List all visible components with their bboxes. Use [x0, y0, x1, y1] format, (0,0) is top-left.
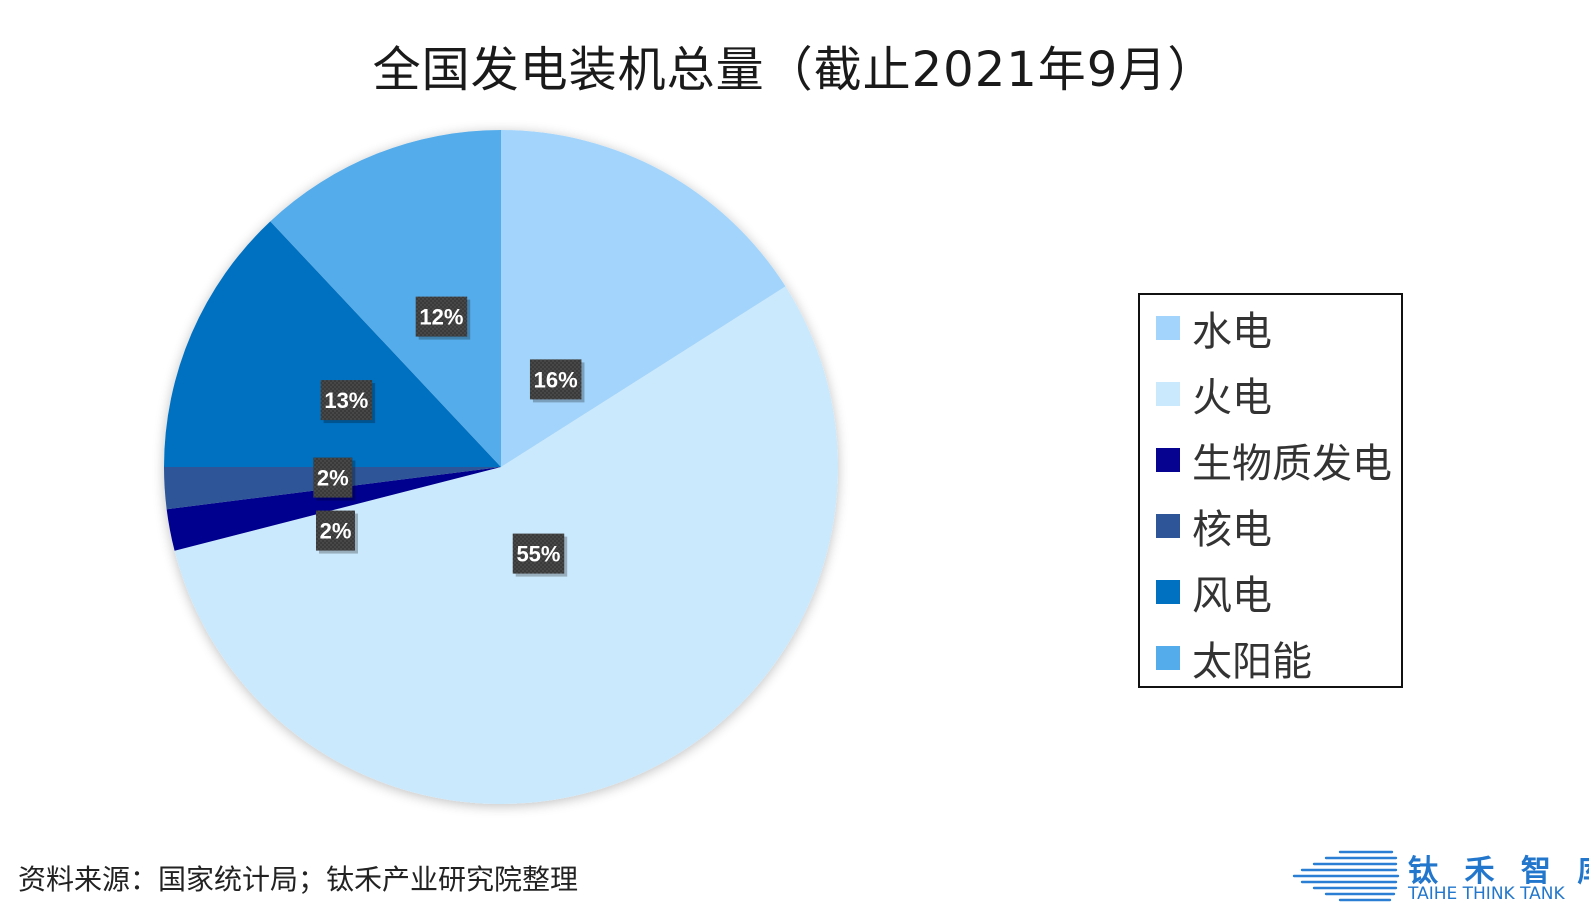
legend-label-wind: 风电 — [1192, 573, 1272, 619]
source-note: 资料来源：国家统计局；钛禾产业研究院整理 — [18, 863, 579, 896]
legend: 水电火电生物质发电核电风电太阳能 — [1138, 293, 1403, 688]
legend-swatch-thermal — [1156, 382, 1180, 406]
legend-swatch-biomass — [1156, 448, 1180, 472]
chart-title: 全国发电装机总量（截止2021年9月） — [372, 42, 1217, 98]
data-label-nuclear: 2% — [313, 457, 356, 501]
pie-slice-thermal — [174, 286, 839, 804]
logo-text-en: TAIHE THINK TANK — [1408, 884, 1565, 904]
legend-label-solar: 太阳能 — [1192, 639, 1312, 685]
data-label-text-hydro: 16% — [534, 367, 578, 392]
pie-slice-wind — [164, 221, 501, 467]
legend-item-hydro: 水电 — [1156, 303, 1272, 355]
legend-swatch-nuclear — [1156, 514, 1180, 538]
legend-label-biomass: 生物质发电 — [1192, 441, 1392, 487]
legend-item-thermal: 火电 — [1156, 369, 1272, 421]
legend-label-nuclear: 核电 — [1192, 507, 1272, 553]
legend-item-biomass: 生物质发电 — [1156, 435, 1392, 487]
legend-label-thermal: 火电 — [1192, 375, 1272, 421]
data-label-text-thermal: 55% — [516, 542, 560, 567]
pie-slice-biomass — [166, 467, 501, 551]
logo-text-cn: 钛 禾 智 库 — [1408, 854, 1589, 889]
legend-item-solar: 太阳能 — [1156, 633, 1312, 685]
data-label-text-solar: 12% — [419, 305, 463, 330]
data-label-hydro: 16% — [529, 359, 585, 403]
data-label-solar: 12% — [415, 296, 471, 340]
legend-item-wind: 风电 — [1156, 567, 1272, 619]
legend-label-hydro: 水电 — [1192, 309, 1272, 355]
logo-lines-icon — [1292, 850, 1400, 902]
taihe-logo: 钛 禾 智 库 TAIHE THINK TANK — [1292, 846, 1589, 908]
pie-chart: 16% 55% 2% 2% 13% 12% — [164, 130, 839, 804]
legend-swatch-wind — [1156, 580, 1180, 604]
legend-swatch-solar — [1156, 646, 1180, 670]
legend-item-nuclear: 核电 — [1156, 501, 1272, 553]
legend-swatch-hydro — [1156, 316, 1180, 340]
data-label-wind: 13% — [320, 380, 376, 424]
data-label-text-nuclear: 2% — [317, 466, 349, 491]
pie-slices — [164, 130, 839, 804]
data-label-biomass: 2% — [315, 510, 358, 554]
data-label-text-biomass: 2% — [320, 519, 352, 544]
data-label-text-wind: 13% — [324, 388, 368, 413]
pie-data-labels: 16% 55% 2% 2% 13% 12% — [313, 296, 585, 577]
pie-slice-solar — [270, 130, 501, 467]
data-label-thermal: 55% — [512, 533, 568, 577]
